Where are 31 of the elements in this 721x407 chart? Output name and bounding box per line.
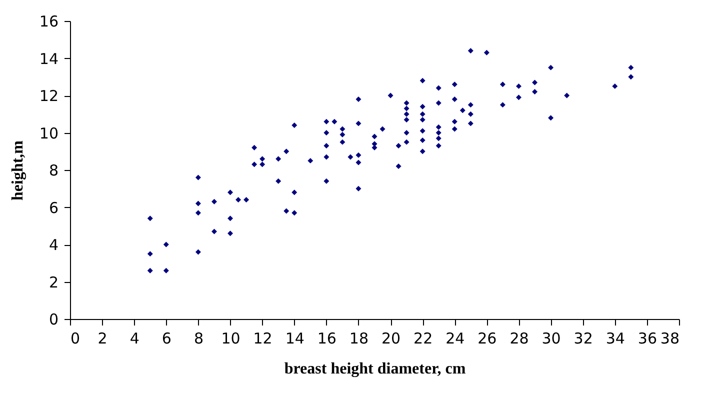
- x-tick-label: 12: [253, 330, 272, 348]
- y-tick-label: 0: [48, 310, 58, 328]
- x-tick-label: 38: [660, 330, 680, 348]
- y-tick-label: 12: [39, 87, 58, 105]
- y-tick-label: 6: [48, 198, 58, 217]
- x-tick-label: 18: [349, 330, 369, 348]
- x-tick-label: 34: [606, 330, 625, 348]
- y-tick-label: 16: [39, 12, 58, 30]
- x-axis-title: breast height diameter, cm: [284, 360, 466, 378]
- x-tick-label: 32: [574, 330, 593, 348]
- y-axis-title: height,m: [9, 140, 26, 200]
- x-tick-label: 30: [542, 330, 561, 348]
- x-tick-label: 4: [130, 330, 140, 348]
- x-tick-label: 36: [638, 330, 657, 348]
- x-tick-label: 22: [414, 330, 433, 348]
- x-tick-label: 14: [285, 330, 304, 348]
- x-tick-label: 2: [98, 330, 108, 348]
- y-tick-label: 8: [48, 162, 58, 180]
- x-tick-label: 0: [70, 330, 80, 348]
- x-tick-label: 8: [194, 330, 204, 348]
- x-tick-label: 20: [381, 330, 401, 348]
- x-tick-label: 24: [446, 330, 465, 348]
- y-tick-label: 14: [39, 50, 58, 68]
- x-tick-label: 10: [221, 330, 240, 348]
- y-tick-label: 10: [39, 124, 58, 142]
- y-tick-label: 4: [48, 236, 58, 254]
- y-tick-label: 2: [48, 273, 58, 292]
- x-tick-label: 26: [478, 330, 497, 348]
- x-tick-label: 6: [162, 330, 172, 348]
- x-tick-label: 16: [317, 330, 336, 348]
- x-tick-label: 28: [510, 330, 529, 348]
